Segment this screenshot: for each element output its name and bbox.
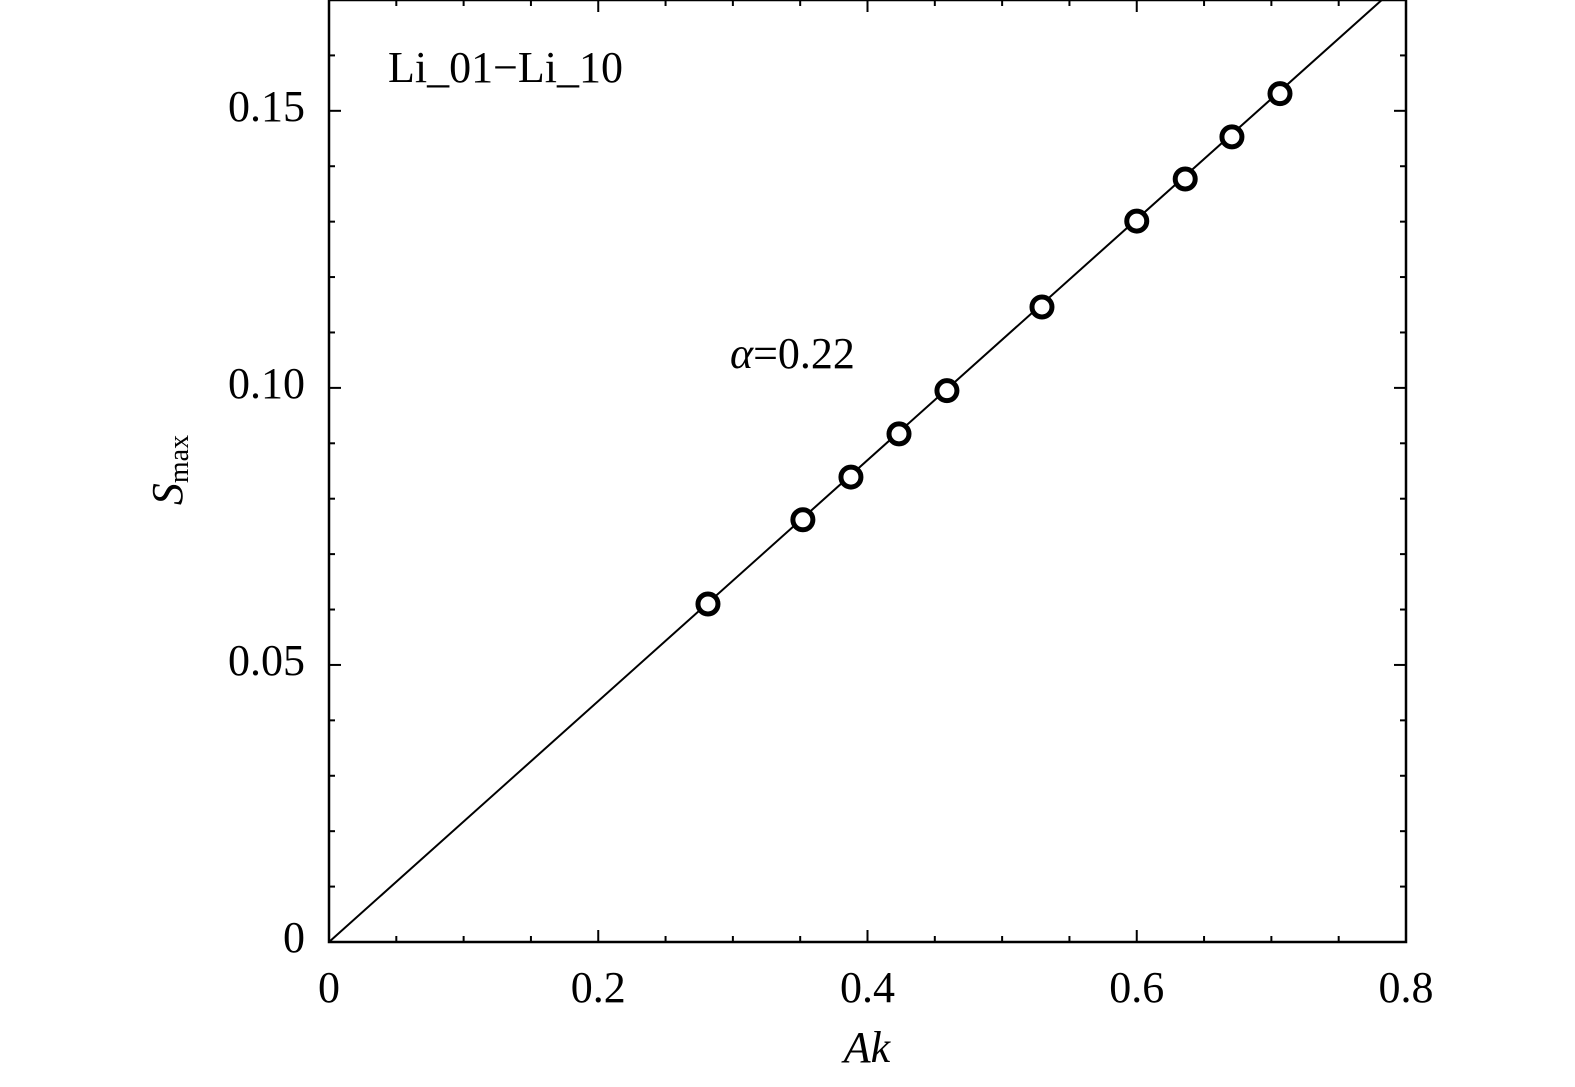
- data-point: [886, 421, 912, 447]
- plot-frame: [327, 0, 1408, 944]
- data-point: [838, 464, 864, 490]
- annotation-symbol: α: [730, 329, 754, 378]
- data-point: [1219, 124, 1245, 150]
- annotation-text: =0.22: [753, 329, 855, 378]
- y-axis-label-sub: max: [164, 435, 195, 483]
- y-axis-label-main: S: [143, 483, 192, 505]
- data-point: [695, 591, 721, 617]
- x-tick-label: 0.4: [840, 963, 895, 1012]
- data-point: [934, 378, 960, 404]
- legend-text: Li_01−Li_10: [388, 43, 623, 92]
- y-tick-label: 0.15: [228, 82, 305, 131]
- x-tick-label: 0: [318, 963, 340, 1012]
- x-tick-label: 0.2: [571, 963, 626, 1012]
- x-tick-label: 0.6: [1109, 963, 1164, 1012]
- annotation: α=0.22: [730, 329, 855, 378]
- data-point: [1172, 166, 1198, 192]
- y-axis-label: Smax: [143, 435, 195, 505]
- x-axis-label: Ak: [841, 1023, 892, 1072]
- data-point: [1124, 208, 1150, 234]
- y-tick-label: 0.10: [228, 359, 305, 408]
- data-point: [1267, 81, 1293, 107]
- x-tick-label: 0.8: [1379, 963, 1434, 1012]
- data-point: [790, 507, 816, 533]
- y-tick-label: 0: [283, 913, 305, 962]
- y-tick-label: 0.05: [228, 636, 305, 685]
- data-point: [1029, 294, 1055, 320]
